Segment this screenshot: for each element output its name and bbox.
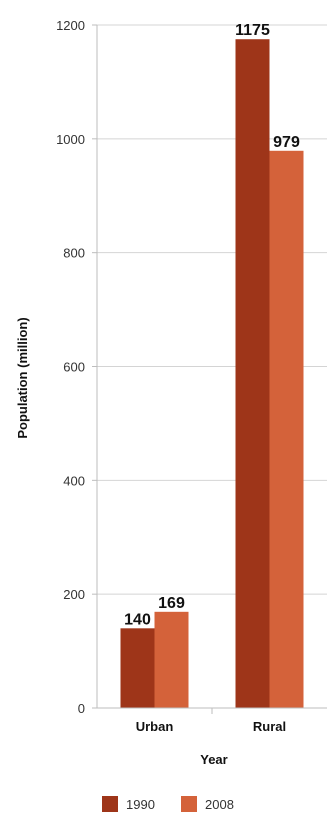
legend-swatch-1990 <box>102 796 118 812</box>
legend-label-2008: 2008 <box>205 796 234 812</box>
data-label: 140 <box>124 611 151 628</box>
bars <box>120 39 304 708</box>
legend-item-2008: 2008 <box>181 796 234 812</box>
data-label: 1175 <box>235 22 270 39</box>
y-tick-label: 200 <box>63 587 85 602</box>
legend: 1990 2008 <box>0 796 327 814</box>
y-tick-label: 400 <box>63 473 85 488</box>
bar <box>235 39 270 708</box>
x-axis-title: Year <box>200 752 227 767</box>
bar <box>154 611 189 708</box>
bar <box>269 150 304 708</box>
bar-chart: 0 200 400 600 800 1000 1200 140 169 1175 979 Urba… <box>15 18 327 767</box>
y-axis-tick-labels: 0 200 400 600 800 1000 1200 <box>56 18 85 716</box>
y-tick-label: 1200 <box>56 18 85 33</box>
legend-label-1990: 1990 <box>126 796 155 812</box>
y-tick-label: 600 <box>63 360 85 375</box>
x-axis-tick-labels: Urban Rural <box>136 719 286 734</box>
legend-swatch-2008 <box>181 796 197 812</box>
x-tick-label: Rural <box>253 719 286 734</box>
gridlines <box>92 24 327 714</box>
y-tick-label: 0 <box>78 701 85 716</box>
x-tick-label: Urban <box>136 719 174 734</box>
data-label: 979 <box>273 134 300 151</box>
y-axis-title: Population (million) <box>15 317 30 438</box>
data-labels: 140 169 1175 979 <box>124 22 300 628</box>
data-label: 169 <box>158 595 185 612</box>
bar <box>120 628 155 708</box>
y-tick-label: 800 <box>63 246 85 261</box>
y-tick-label: 1000 <box>56 132 85 147</box>
legend-item-1990: 1990 <box>102 796 155 812</box>
